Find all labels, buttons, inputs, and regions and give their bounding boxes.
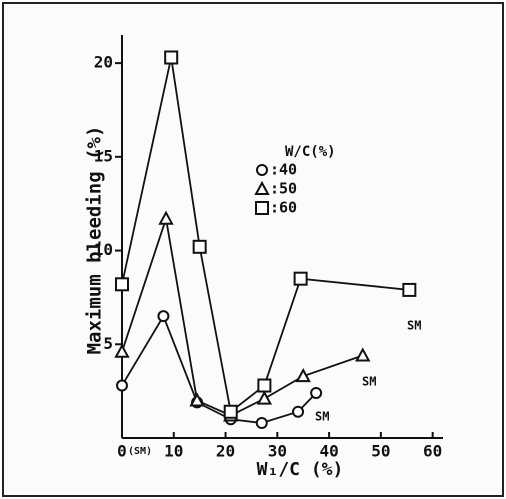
data-point (257, 378, 272, 393)
data-point (355, 347, 371, 362)
y-tick-label: 5 (103, 334, 113, 353)
x-tick-label: 60 (423, 442, 442, 461)
x-tick-label: 50 (371, 442, 390, 461)
data-point (192, 239, 207, 254)
y-tick-label: 10 (94, 240, 113, 259)
x-tick-label: 10 (164, 442, 183, 461)
data-point (293, 271, 308, 286)
legend-marker (256, 164, 268, 176)
y-tick-label: 20 (94, 53, 113, 72)
data-point (164, 50, 179, 65)
data-point (310, 387, 323, 400)
x-tick-label: 20 (216, 442, 235, 461)
legend-label: :60 (270, 199, 297, 217)
y-axis-label: Maximum bleeding (%) (84, 126, 106, 355)
data-point (189, 392, 205, 407)
y-tick-label: 15 (94, 146, 113, 165)
x-tick-label: 30 (268, 442, 287, 461)
data-point (256, 390, 273, 405)
x-tick-label: 40 (319, 442, 338, 461)
data-point (402, 282, 417, 297)
legend-marker (254, 180, 270, 195)
data-point (292, 405, 305, 418)
legend-marker (255, 201, 269, 215)
x-tick-label: 0 (117, 442, 127, 461)
legend-label: :50 (270, 180, 297, 198)
annotation: SM (407, 319, 421, 333)
annotation: (SM) (128, 446, 152, 457)
annotation: SM (362, 375, 376, 389)
x-axis-label: W₁/C (%) (257, 459, 344, 480)
data-point (255, 417, 268, 430)
data-point (116, 379, 128, 392)
annotation: SM (315, 410, 329, 424)
data-point (115, 277, 129, 292)
data-point (114, 343, 130, 358)
data-point (295, 368, 311, 383)
data-point (223, 404, 238, 419)
data-point (157, 310, 170, 323)
legend-label: :40 (270, 161, 297, 179)
legend-title: W/C(%) (285, 144, 336, 160)
data-point (158, 210, 174, 225)
